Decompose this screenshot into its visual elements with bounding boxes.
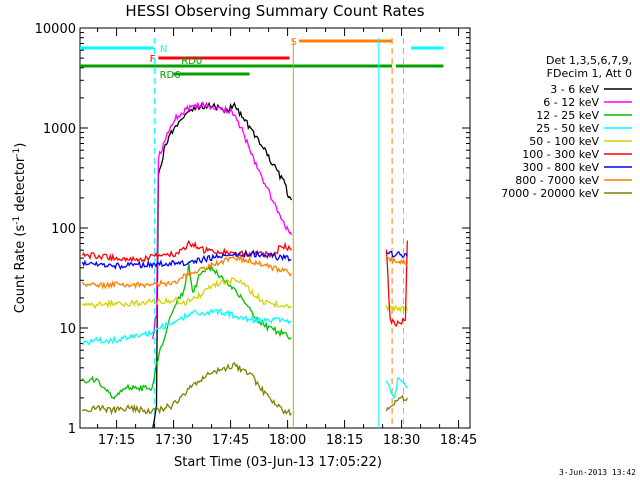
y-axis-label-main: Count Rate (s [13,225,28,314]
y-axis-label-sup1: -1 [12,216,22,225]
series-line [81,249,292,271]
legend-entry-label: 300 - 800 keV [522,161,599,174]
state-bar-label: RD0 [181,56,202,67]
series-line [385,240,408,327]
vertical-markers [154,38,404,428]
legend-entry-label: 12 - 25 keV [536,109,599,122]
series-line [152,101,293,429]
legend-entry-label: 100 - 300 keV [522,148,599,161]
y-tick-label: 100 [51,222,76,237]
x-tick-label: 18:45 [440,433,477,448]
axis-ticks: 17:15 17:30 17:45 18:00 18:15 18:30 18:45 1 10 10… [35,22,478,448]
x-tick-label: 17:45 [212,433,249,448]
state-bar-label: N [160,44,167,55]
series-line [81,308,292,346]
x-tick-label: 18:00 [269,433,306,448]
legend-entry-label: 7000 - 20000 keV [501,187,599,200]
series-line [385,394,408,412]
x-tick-label: 17:15 [98,433,135,448]
y-tick-label: 10000 [35,22,76,37]
series-line [386,255,408,267]
y-tick-label: 1000 [43,122,76,137]
y-axis-label-end: ) [13,143,28,148]
legend-entry-label: 6 - 12 keV [543,96,599,109]
legend-header: Det 1,3,5,6,7,9, [546,54,632,67]
y-tick-label: 10 [59,322,76,337]
y-axis-label-sup2: -1 [12,148,22,157]
state-bar-label: RD6 [160,70,181,81]
series-line [152,100,293,340]
legend-header: FDecim 1, Att 0 [547,67,632,80]
series-line [81,276,292,310]
y-axis-label: Count Rate (s-1 detector-1) [12,143,28,314]
x-tick-label: 18:30 [383,433,420,448]
y-axis-label-mid: detector [13,156,28,216]
state-bar-label: F [150,54,156,65]
series-line [386,250,408,259]
y-tick-label: 1 [68,422,76,437]
generation-timestamp: 3-Jun-2013 13:42 [559,468,636,477]
x-tick-label: 18:15 [326,433,363,448]
x-tick-label: 17:30 [155,433,192,448]
plot-border [79,27,471,429]
series-group [81,100,408,429]
chart-title: HESSI Observing Summary Count Rates [125,2,424,20]
state-bar-label: S [291,37,297,48]
series-line [81,239,292,264]
series-line [81,254,292,290]
series-line [81,361,292,417]
legend-entry-label: 50 - 100 keV [529,135,599,148]
series-line [385,376,408,400]
legend: Det 1,3,5,6,7,9,FDecim 1, Att 0 3 - 6 keV… [501,54,632,200]
legend-entry-label: 25 - 50 keV [536,122,599,135]
legend-entry-label: 3 - 6 keV [550,83,599,96]
x-axis-label: Start Time (03-Jun-13 17:05:22) [174,455,382,470]
plot-frame [79,27,471,429]
legend-entry-label: 800 - 7000 keV [515,174,599,187]
